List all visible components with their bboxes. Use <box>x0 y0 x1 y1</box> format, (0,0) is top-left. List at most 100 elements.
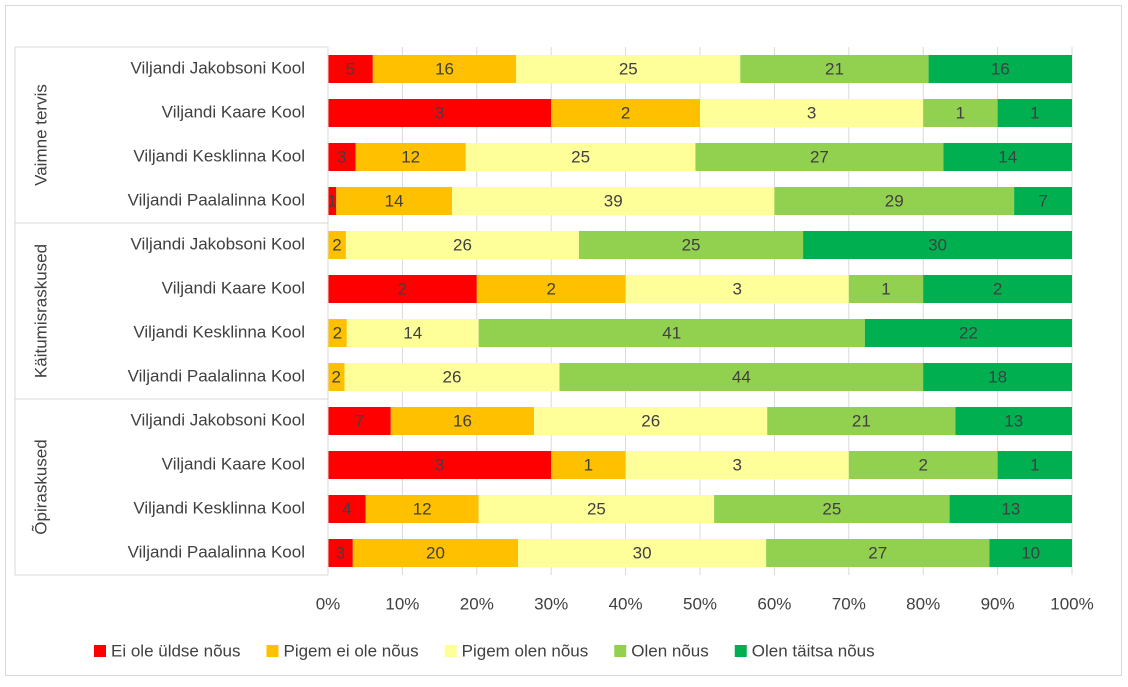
data-label: 1 <box>327 191 336 210</box>
data-label: 2 <box>332 367 341 386</box>
bar-segment <box>478 495 715 523</box>
category-label: Viljandi Paalalinna Kool <box>128 366 305 385</box>
bar-segment <box>476 275 626 303</box>
bar-segment <box>848 275 924 303</box>
data-label: 25 <box>619 59 638 78</box>
data-label: 22 <box>959 323 978 342</box>
bar-segment <box>848 451 998 479</box>
data-label: 14 <box>385 191 404 210</box>
bar-segment <box>328 275 477 303</box>
data-label: 1 <box>881 279 890 298</box>
data-label: 18 <box>988 367 1007 386</box>
bar-segment <box>578 231 804 259</box>
data-label: 25 <box>822 499 841 518</box>
bar-segment <box>478 319 865 347</box>
data-label: 1 <box>584 455 593 474</box>
data-label: 16 <box>991 59 1010 78</box>
category-label: Viljandi Kesklinna Kool <box>133 146 305 165</box>
x-tick-label: 30% <box>534 594 568 613</box>
bar-segment <box>766 539 990 567</box>
bar-segment <box>928 55 1072 83</box>
bar-segment <box>625 451 849 479</box>
x-tick-label: 0% <box>316 594 341 613</box>
group-label: Õpiraskused <box>31 439 50 534</box>
data-label: 2 <box>993 279 1002 298</box>
data-label: 21 <box>825 59 844 78</box>
data-label: 2 <box>546 279 555 298</box>
bar-segment <box>955 407 1072 435</box>
category-label: Viljandi Kaare Kool <box>162 278 305 297</box>
data-label: 21 <box>852 411 871 430</box>
data-label: 1 <box>1030 455 1039 474</box>
bar-segment <box>328 143 356 171</box>
legend-label: Pigem olen nõus <box>462 641 589 660</box>
bar-segment <box>625 275 849 303</box>
data-label: 14 <box>998 147 1017 166</box>
data-label: 26 <box>443 367 462 386</box>
data-label: 2 <box>398 279 407 298</box>
legend-swatch <box>614 645 627 657</box>
data-label: 1 <box>956 103 965 122</box>
legend-swatch <box>734 645 747 657</box>
bar-segment <box>551 451 626 479</box>
data-label: 13 <box>1004 411 1023 430</box>
bar-segment <box>365 495 479 523</box>
bar-segment <box>551 99 700 127</box>
data-label: 4 <box>342 499 351 518</box>
data-label: 2 <box>333 323 342 342</box>
bar-segment <box>714 495 950 523</box>
data-label: 3 <box>336 543 345 562</box>
bar-segment <box>328 99 552 127</box>
bar-segment <box>1014 187 1072 215</box>
bar-segment <box>518 539 767 567</box>
data-label: 26 <box>453 235 472 254</box>
bar-segment <box>700 99 924 127</box>
data-label: 30 <box>633 543 652 562</box>
x-tick-label: 80% <box>906 594 940 613</box>
bar-segment <box>465 143 696 171</box>
legend-label: Ei ole üldse nõus <box>111 641 240 660</box>
data-label: 3 <box>337 147 346 166</box>
data-label: 3 <box>732 455 741 474</box>
bar-segment <box>390 407 535 435</box>
bar-segment <box>346 319 479 347</box>
bar-segment <box>923 275 1072 303</box>
x-tick-label: 20% <box>460 594 494 613</box>
data-label: 7 <box>1038 191 1047 210</box>
bar-segment <box>989 539 1072 567</box>
data-label: 7 <box>355 411 364 430</box>
bar-segment <box>328 495 366 523</box>
bar-segment <box>923 99 998 127</box>
bar-segment <box>516 55 741 83</box>
legend-swatch <box>444 645 457 657</box>
data-label: 13 <box>1001 499 1020 518</box>
data-label: 3 <box>435 455 444 474</box>
x-tick-label: 10% <box>385 594 419 613</box>
bar-segment <box>695 143 944 171</box>
data-label: 27 <box>868 543 887 562</box>
group-label: Käitumisraskused <box>31 244 50 378</box>
data-label: 20 <box>426 543 445 562</box>
bar-segment <box>803 231 1072 259</box>
bar-segment <box>372 55 517 83</box>
bar-segment <box>997 451 1072 479</box>
data-label: 12 <box>401 147 420 166</box>
data-label: 25 <box>587 499 606 518</box>
data-label: 14 <box>403 323 422 342</box>
x-tick-label: 100% <box>1050 594 1093 613</box>
data-label: 30 <box>928 235 947 254</box>
category-label: Viljandi Kesklinna Kool <box>133 322 305 341</box>
category-label: Viljandi Jakobsoni Kool <box>130 234 305 253</box>
x-tick-label: 90% <box>981 594 1015 613</box>
bar-segment <box>774 187 1015 215</box>
data-label: 44 <box>732 367 751 386</box>
data-label: 39 <box>604 191 623 210</box>
bar-segment <box>559 363 924 391</box>
category-label: Viljandi Jakobsoni Kool <box>130 410 305 429</box>
bar-segment <box>997 99 1072 127</box>
bar-segment <box>328 231 346 259</box>
bar-segment <box>328 539 353 567</box>
data-label: 41 <box>662 323 681 342</box>
bar-segment <box>355 143 466 171</box>
